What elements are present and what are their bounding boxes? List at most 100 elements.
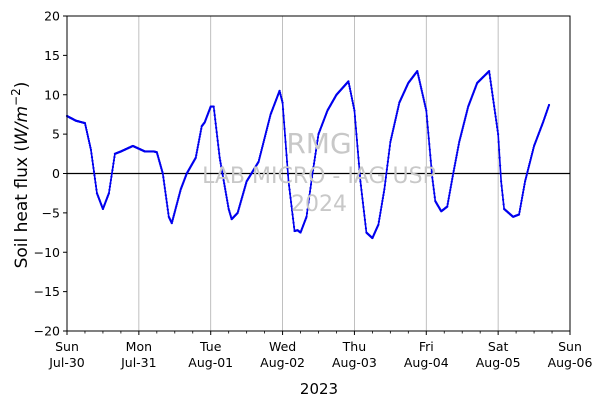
- data-point: [347, 82, 351, 85]
- data-point: [224, 187, 227, 191]
- y-tick-label: −10: [34, 245, 60, 260]
- data-point: [525, 172, 529, 175]
- data-point: [381, 199, 384, 203]
- data-point: [358, 174, 362, 177]
- data-point: [283, 127, 286, 130]
- data-point: [308, 190, 312, 193]
- data-point: [214, 118, 217, 121]
- data-point: [87, 137, 90, 140]
- data-point: [259, 152, 262, 155]
- y-axis-label-exponent: −2: [9, 88, 23, 106]
- data-point: [258, 158, 261, 161]
- data-point: [244, 183, 247, 186]
- data-point: [267, 123, 270, 126]
- data-point: [446, 202, 449, 205]
- series-layer: [65, 70, 551, 240]
- data-point: [173, 210, 176, 213]
- data-point: [220, 165, 223, 168]
- data-point: [198, 135, 201, 138]
- data-point: [245, 182, 248, 185]
- data-point: [532, 146, 535, 150]
- watermark-line-2: LAB MICRO - IAG USP: [202, 164, 436, 189]
- y-axis-label-unit-w: W: [12, 127, 32, 145]
- data-point: [227, 207, 230, 211]
- data-point: [383, 188, 386, 191]
- data-point: [547, 103, 551, 107]
- data-point: [226, 199, 229, 202]
- data-point: [85, 128, 88, 131]
- data-point: [84, 124, 87, 127]
- data-point: [178, 191, 181, 195]
- data-point: [94, 184, 98, 188]
- data-point: [280, 97, 283, 100]
- data-point: [199, 133, 202, 136]
- data-point: [237, 210, 240, 213]
- x-tick-date-label: Aug-03: [332, 355, 377, 370]
- data-point: [179, 190, 182, 193]
- data-point: [456, 151, 459, 154]
- data-point: [308, 194, 311, 197]
- data-point: [229, 212, 232, 216]
- data-point: [364, 222, 367, 226]
- data-point: [421, 91, 424, 95]
- data-point: [163, 186, 166, 190]
- y-tick-label: 20: [44, 9, 60, 24]
- data-point: [528, 160, 532, 163]
- data-point: [91, 163, 95, 166]
- y-axis-label-close: ): [12, 82, 32, 89]
- x-tick-day-label: Fri: [419, 339, 434, 354]
- data-point: [426, 120, 429, 123]
- data-point: [387, 156, 390, 159]
- data-point: [178, 193, 181, 196]
- data-point: [238, 204, 241, 207]
- data-point: [457, 143, 460, 146]
- data-point: [89, 148, 93, 151]
- data-point: [362, 210, 366, 213]
- data-point: [166, 208, 169, 211]
- data-point: [285, 154, 288, 157]
- x-tick-date-label: Aug-06: [548, 355, 593, 370]
- data-point: [531, 150, 534, 153]
- data-point: [429, 154, 432, 157]
- data-point: [306, 204, 310, 208]
- data-point: [454, 159, 457, 162]
- x-tick-date-label: Jul-30: [48, 355, 85, 370]
- data-point: [241, 194, 244, 197]
- data-point: [349, 92, 353, 95]
- data-point: [222, 176, 225, 179]
- data-point: [429, 159, 432, 162]
- data-point: [262, 142, 265, 146]
- data-point: [228, 209, 231, 212]
- data-point: [286, 173, 290, 176]
- data-point: [453, 164, 456, 167]
- data-point: [225, 196, 228, 199]
- data-point: [313, 159, 316, 162]
- data-point: [391, 129, 394, 133]
- data-point: [281, 108, 285, 111]
- data-point: [287, 180, 290, 183]
- data-point: [291, 213, 294, 216]
- data-point: [521, 191, 525, 194]
- data-point: [171, 220, 174, 223]
- data-point: [458, 138, 461, 142]
- data-point: [464, 117, 467, 120]
- data-point: [240, 197, 243, 200]
- data-point: [108, 188, 111, 192]
- data-point: [217, 143, 220, 147]
- watermark-line-1: RMG: [286, 127, 351, 160]
- data-point: [350, 94, 353, 98]
- data-point: [388, 144, 391, 148]
- data-point: [501, 189, 504, 192]
- data-point: [199, 130, 202, 133]
- data-point: [461, 127, 464, 130]
- x-axis-ticks: SunJul-30MonJul-31TueAug-01WedAug-02ThuA…: [48, 331, 592, 370]
- data-point: [162, 176, 165, 179]
- data-point: [288, 188, 291, 191]
- data-point: [389, 140, 392, 144]
- data-point: [393, 121, 396, 124]
- data-point: [92, 170, 96, 173]
- x-tick-date-label: Jul-31: [120, 355, 157, 370]
- data-point: [265, 131, 268, 134]
- data-point: [177, 195, 180, 198]
- data-point: [525, 174, 528, 177]
